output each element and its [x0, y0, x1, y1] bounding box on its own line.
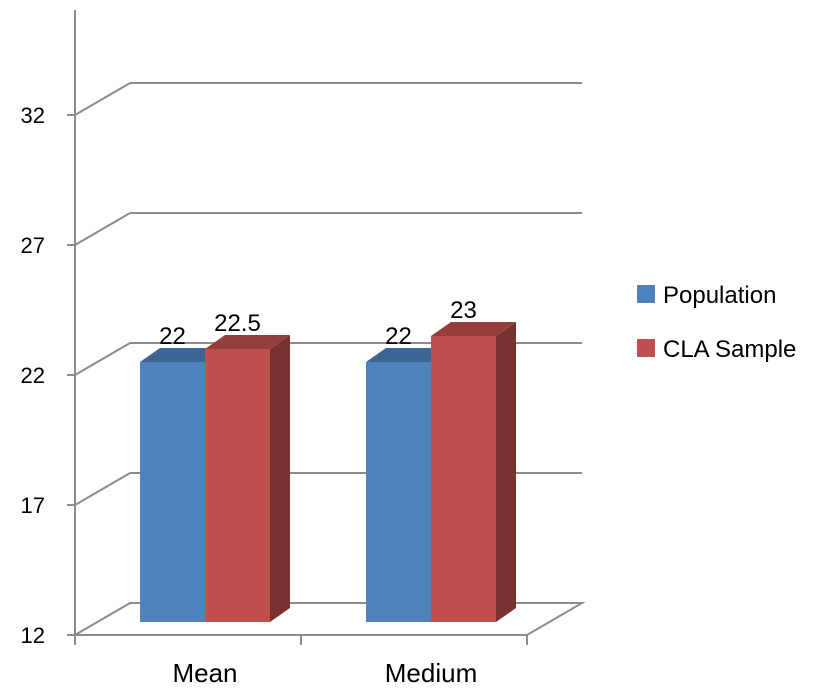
gridline-diagonal [74, 212, 131, 246]
y-tick-label: 27 [21, 233, 45, 258]
legend-swatch [637, 285, 655, 303]
legend-swatch [637, 339, 655, 357]
y-tick-label: 12 [21, 623, 45, 648]
bar [205, 349, 270, 622]
bar [431, 336, 496, 622]
data-label: 23 [450, 297, 477, 324]
gridline-diagonal [74, 472, 131, 506]
legend-label: CLA Sample [663, 336, 796, 363]
data-label: 22 [159, 323, 186, 350]
data-label: 22 [385, 323, 412, 350]
data-label: 22.5 [214, 310, 261, 337]
bar-side [496, 322, 516, 622]
bar-top [140, 348, 225, 362]
gridline-diagonal [74, 82, 131, 116]
y-tick-label: 32 [21, 103, 45, 128]
bar-top [431, 322, 516, 336]
bar [140, 362, 205, 622]
legend-label: Population [663, 282, 776, 309]
bar [366, 362, 431, 622]
x-category-label: Medium [385, 658, 477, 688]
bar-top [366, 348, 451, 362]
gridline-diagonal [74, 342, 131, 376]
y-tick-label: 17 [21, 493, 45, 518]
y-tick-label: 22 [21, 363, 45, 388]
x-category-label: Mean [172, 658, 237, 688]
bar-side [270, 335, 290, 622]
bar-top [205, 335, 290, 349]
